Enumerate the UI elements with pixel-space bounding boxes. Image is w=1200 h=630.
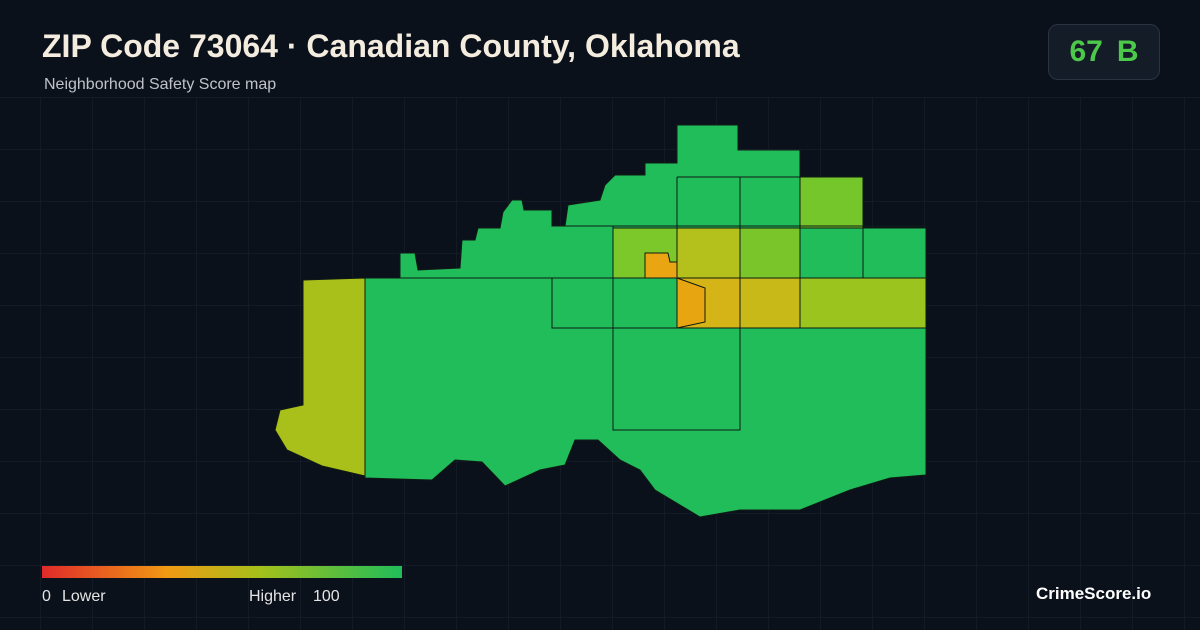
boundaries (365, 176, 926, 431)
subtitle: Neighborhood Safety Score map (44, 76, 277, 93)
grade: B (1116, 35, 1139, 68)
legend-max: 100 (313, 588, 340, 605)
score: 67 (1069, 35, 1103, 68)
zip-area (274, 124, 927, 518)
region (364, 124, 927, 518)
region (799, 277, 927, 329)
region (799, 176, 864, 229)
legend-min-label: Lower (62, 588, 106, 605)
legend-max-label: Higher (249, 588, 297, 605)
brand: CrimeScore.io (1036, 584, 1152, 603)
legend-bar (42, 566, 402, 578)
title: ZIP Code 73064 · Canadian County, Oklaho… (42, 28, 740, 64)
region (676, 227, 741, 279)
region (739, 277, 801, 329)
region (739, 227, 801, 279)
score-badge: 67 B (1048, 24, 1160, 80)
legend-min: 0 (42, 588, 51, 605)
